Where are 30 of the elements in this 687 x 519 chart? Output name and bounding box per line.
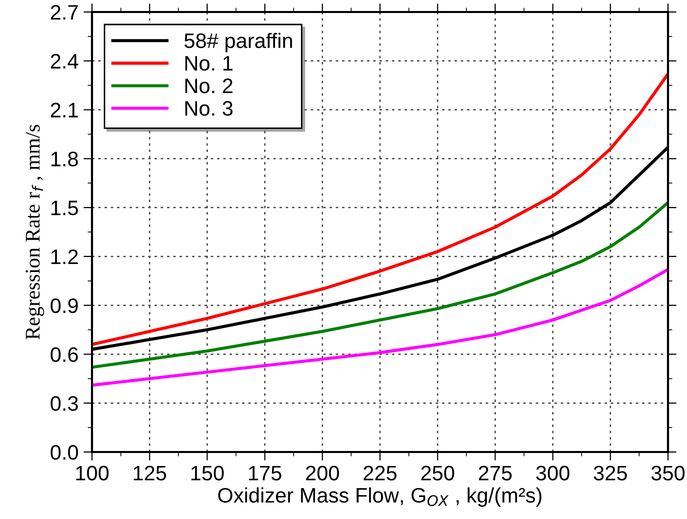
legend-label: 58# paraffin: [184, 32, 292, 52]
x-tick-label: 100: [76, 466, 109, 480]
x-tick-label: 350: [651, 466, 685, 480]
legend-label: No. 1: [185, 56, 232, 71]
y-tick-label: 0.3: [50, 396, 78, 411]
x-tick-label: 200: [306, 466, 339, 480]
y-tick-label: 0.6: [50, 347, 78, 362]
y-tick-label: 1.2: [51, 249, 78, 264]
y-tick-label: 0.9: [50, 298, 78, 314]
line-series: [92, 268, 668, 387]
x-tick-label: 275: [478, 466, 512, 480]
x-tick-label: 225: [364, 466, 397, 480]
x-tick-label: 300: [536, 466, 570, 480]
x-tick-label: 325: [594, 466, 627, 480]
y-tick-label: 2.4: [50, 54, 78, 68]
y-tick-label: 2.1: [50, 102, 78, 118]
legend-label: No. 3: [185, 101, 233, 116]
x-tick-label: 250: [421, 466, 454, 480]
legend-label: No. 2: [185, 78, 232, 94]
y-tick-label: 0.0: [50, 445, 78, 460]
x-tick-label: 125: [134, 466, 166, 480]
line-series: [92, 72, 668, 346]
y-tick-label: 2.7: [50, 5, 78, 20]
y-tick-label: 1.5: [51, 200, 78, 216]
x-tick-label: 150: [191, 466, 224, 480]
line-series: [92, 201, 668, 369]
y-axis-title: Regression Rate r$_{f}$ , mm/s: [26, 124, 44, 340]
x-tick-label: 175: [249, 466, 282, 480]
y-tick-label: 1.8: [51, 152, 78, 166]
x-axis-title: Oxidizer Mass Flow, G$_{OX}$ , kg/(m²s): [218, 487, 542, 507]
